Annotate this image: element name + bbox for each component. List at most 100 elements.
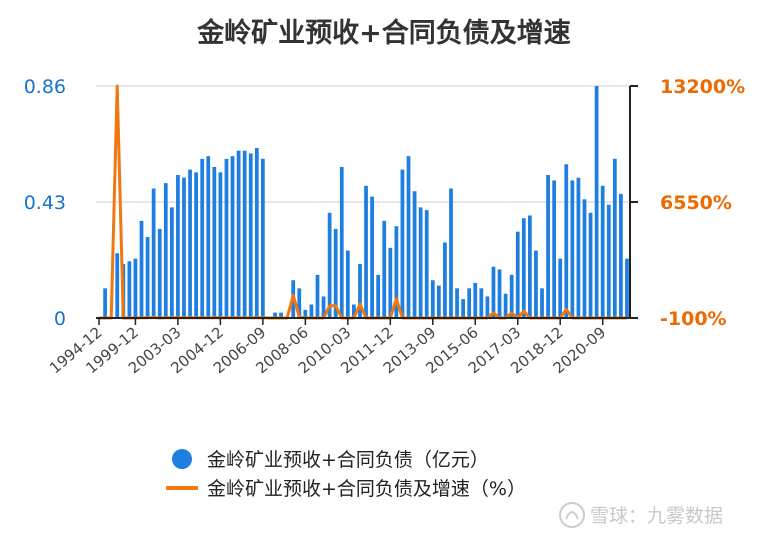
- bar: [145, 237, 150, 318]
- bar: [485, 296, 490, 318]
- bar: [582, 199, 587, 318]
- right-tick-label: 6550%: [660, 192, 732, 214]
- bar: [558, 258, 563, 318]
- bar: [333, 228, 338, 318]
- left-tick-label: 0.43: [24, 192, 66, 214]
- bar: [594, 86, 599, 318]
- bar: [352, 304, 356, 318]
- left-tick-label: 0.86: [24, 76, 66, 98]
- bar: [297, 288, 302, 318]
- bar: [260, 158, 265, 318]
- watermark-text: 雪球：九雾数据: [590, 505, 723, 527]
- bar: [479, 288, 484, 318]
- bar: [273, 312, 277, 318]
- bar: [339, 166, 344, 318]
- legend-line-label: 金岭矿业预收+合同负债及增速（%）: [207, 478, 526, 500]
- bar: [315, 274, 320, 318]
- bar: [497, 269, 502, 318]
- bar: [424, 210, 429, 318]
- left-tick-label: 0: [54, 308, 66, 330]
- bar: [321, 296, 326, 318]
- right-tick-label: -100%: [660, 308, 727, 330]
- bar-series: [103, 86, 629, 318]
- bar: [449, 188, 453, 318]
- bar: [418, 207, 423, 318]
- left-axis-ticks: 0 0.43 0.86: [24, 76, 66, 330]
- bar: [279, 312, 283, 318]
- bar: [309, 304, 314, 318]
- bar: [606, 204, 611, 318]
- bar: [163, 183, 168, 318]
- bar: [564, 164, 569, 318]
- bar: [212, 166, 217, 318]
- bar: [430, 280, 435, 318]
- bar: [345, 250, 350, 318]
- bar: [254, 148, 259, 318]
- bar: [176, 175, 180, 318]
- bar: [376, 274, 381, 318]
- bar: [406, 156, 411, 318]
- bar: [382, 220, 387, 318]
- bar: [182, 177, 186, 318]
- right-axis-ticks: -100% 6550% 13200%: [630, 76, 745, 330]
- bar: [151, 188, 156, 318]
- bar: [515, 231, 520, 318]
- bar: [546, 175, 550, 318]
- bar: [248, 153, 253, 318]
- bar: [236, 150, 241, 318]
- bar: [370, 196, 374, 318]
- bar: [436, 285, 441, 318]
- bar: [534, 250, 538, 318]
- bar: [625, 258, 629, 318]
- bar: [169, 207, 174, 318]
- bar: [206, 156, 211, 318]
- bar: [133, 258, 138, 318]
- bar: [540, 288, 544, 318]
- bar: [200, 158, 205, 318]
- legend: 金岭矿业预收+合同负债（亿元） 金岭矿业预收+合同负债及增速（%）: [166, 449, 526, 500]
- bar: [327, 212, 332, 318]
- bar: [443, 242, 447, 318]
- xueqiu-logo-icon: [559, 502, 585, 528]
- legend-bar-marker: [172, 449, 192, 469]
- bar: [491, 266, 496, 318]
- bar: [400, 169, 405, 318]
- bar: [612, 158, 617, 318]
- bar: [139, 220, 144, 318]
- bar: [509, 274, 514, 318]
- bar: [467, 288, 472, 318]
- bar: [394, 226, 399, 318]
- right-tick-label: 13200%: [660, 76, 745, 98]
- bar: [303, 309, 308, 318]
- bar: [358, 264, 362, 318]
- bar: [103, 288, 107, 318]
- bar: [600, 185, 605, 318]
- bar: [521, 218, 526, 318]
- bar: [412, 191, 417, 318]
- bar: [527, 215, 532, 318]
- bar: [157, 228, 162, 318]
- bar: [473, 282, 478, 318]
- bar: [455, 288, 459, 318]
- bar: [194, 172, 199, 318]
- bar: [619, 193, 623, 318]
- bar: [230, 156, 235, 318]
- bar: [127, 261, 132, 318]
- bar: [224, 158, 229, 318]
- bar: [388, 247, 393, 318]
- bar: [115, 253, 120, 318]
- bar: [242, 150, 247, 318]
- chart-title: 金岭矿业预收+合同负债及增速: [196, 17, 571, 49]
- bar: [461, 299, 466, 318]
- bar: [188, 169, 192, 318]
- bar: [576, 177, 581, 318]
- bar: [503, 293, 508, 318]
- bar: [588, 212, 593, 318]
- x-axis-ticks: 1994-121999-122003-032004-122006-092008-…: [46, 318, 609, 377]
- bar: [570, 180, 575, 318]
- watermark: 雪球：九雾数据: [559, 502, 723, 528]
- bar: [218, 172, 223, 318]
- bar: [552, 180, 557, 318]
